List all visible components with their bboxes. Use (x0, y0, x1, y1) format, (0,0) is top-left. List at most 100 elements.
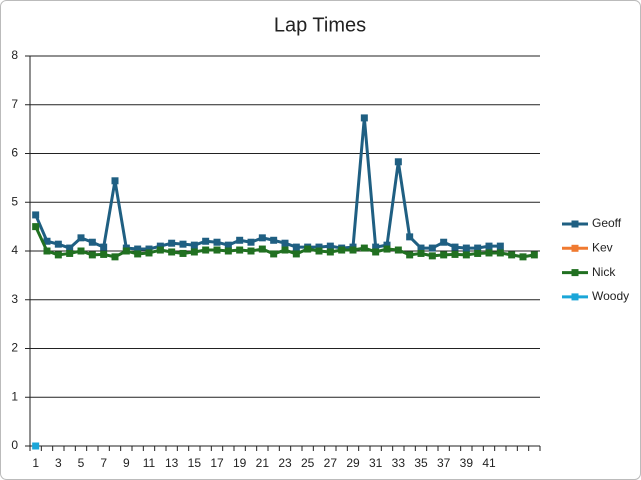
marker (360, 244, 368, 252)
marker (485, 242, 493, 250)
marker (372, 243, 380, 251)
x-tick-label: 37 (437, 456, 451, 470)
marker (383, 245, 391, 253)
legend-marker (571, 293, 579, 301)
marker (190, 248, 198, 256)
x-tick-label: 33 (392, 456, 406, 470)
marker (372, 248, 380, 256)
x-tick-label: 5 (78, 456, 85, 470)
marker (451, 243, 459, 251)
legend-label: Woody (592, 289, 629, 303)
marker (462, 244, 470, 252)
marker (43, 237, 51, 245)
marker (315, 243, 323, 251)
marker (134, 250, 142, 258)
x-tick-label: 25 (301, 456, 315, 470)
marker (236, 246, 244, 254)
x-tick-label: 17 (210, 456, 224, 470)
marker (530, 251, 538, 259)
legend-marker (571, 269, 579, 277)
x-tick-label: 15 (188, 456, 202, 470)
marker (156, 246, 164, 254)
marker (451, 250, 459, 258)
marker (168, 248, 176, 256)
marker (54, 240, 62, 248)
marker (224, 241, 232, 249)
marker (428, 252, 436, 260)
x-tick-label: 21 (256, 456, 270, 470)
y-tick-label: 1 (11, 389, 18, 403)
y-tick-label: 3 (11, 292, 18, 306)
marker (406, 233, 414, 241)
marker (88, 238, 96, 246)
x-tick-label: 3 (55, 456, 62, 470)
x-tick-label: 35 (414, 456, 428, 470)
marker (496, 249, 504, 257)
x-tick-label: 29 (346, 456, 360, 470)
marker (202, 246, 210, 254)
marker (145, 249, 153, 257)
marker (111, 253, 119, 261)
marker (213, 238, 221, 246)
marker (496, 242, 504, 250)
marker (485, 249, 493, 257)
marker (179, 240, 187, 248)
marker (304, 245, 312, 253)
marker (145, 245, 153, 253)
marker (417, 249, 425, 257)
marker (349, 246, 357, 254)
marker (315, 247, 323, 255)
marker (236, 236, 244, 244)
marker (77, 247, 85, 255)
marker (122, 247, 130, 255)
x-tick-label: 9 (123, 456, 130, 470)
marker (100, 250, 108, 258)
marker (462, 251, 470, 259)
marker (88, 251, 96, 259)
x-tick-label: 19 (233, 456, 247, 470)
marker (32, 223, 40, 231)
marker (66, 244, 74, 252)
marker (360, 114, 368, 122)
y-tick-label: 2 (11, 341, 18, 355)
marker (292, 250, 300, 258)
marker (338, 246, 346, 254)
marker (213, 246, 221, 254)
chart-title: Lap Times (274, 14, 366, 36)
x-tick-label: 27 (324, 456, 338, 470)
marker (77, 234, 85, 242)
x-tick-label: 11 (143, 456, 156, 470)
x-tick-label: 13 (165, 456, 179, 470)
marker (394, 246, 402, 254)
marker (406, 251, 414, 259)
marker (394, 158, 402, 166)
marker (66, 249, 74, 257)
x-tick-label: 7 (100, 456, 107, 470)
marker (281, 239, 289, 247)
marker (190, 241, 198, 249)
marker (474, 249, 482, 257)
marker (179, 249, 187, 257)
marker (202, 237, 210, 245)
legend-marker (571, 220, 579, 228)
marker (270, 250, 278, 258)
marker (32, 211, 40, 219)
marker (247, 247, 255, 255)
x-tick-label: 31 (369, 456, 383, 470)
y-tick-label: 0 (11, 438, 18, 452)
y-tick-label: 4 (11, 243, 18, 257)
marker (508, 251, 516, 259)
marker (156, 242, 164, 250)
marker (168, 239, 176, 247)
x-tick-label: 23 (278, 456, 292, 470)
marker (54, 251, 62, 259)
legend-label: Kev (592, 240, 613, 254)
marker (100, 243, 108, 251)
legend-marker (571, 244, 579, 252)
legend-label: Geoff (592, 216, 622, 230)
y-tick-label: 5 (11, 194, 18, 208)
legend-label: Nick (592, 265, 616, 279)
marker (326, 242, 334, 250)
marker (224, 247, 232, 255)
